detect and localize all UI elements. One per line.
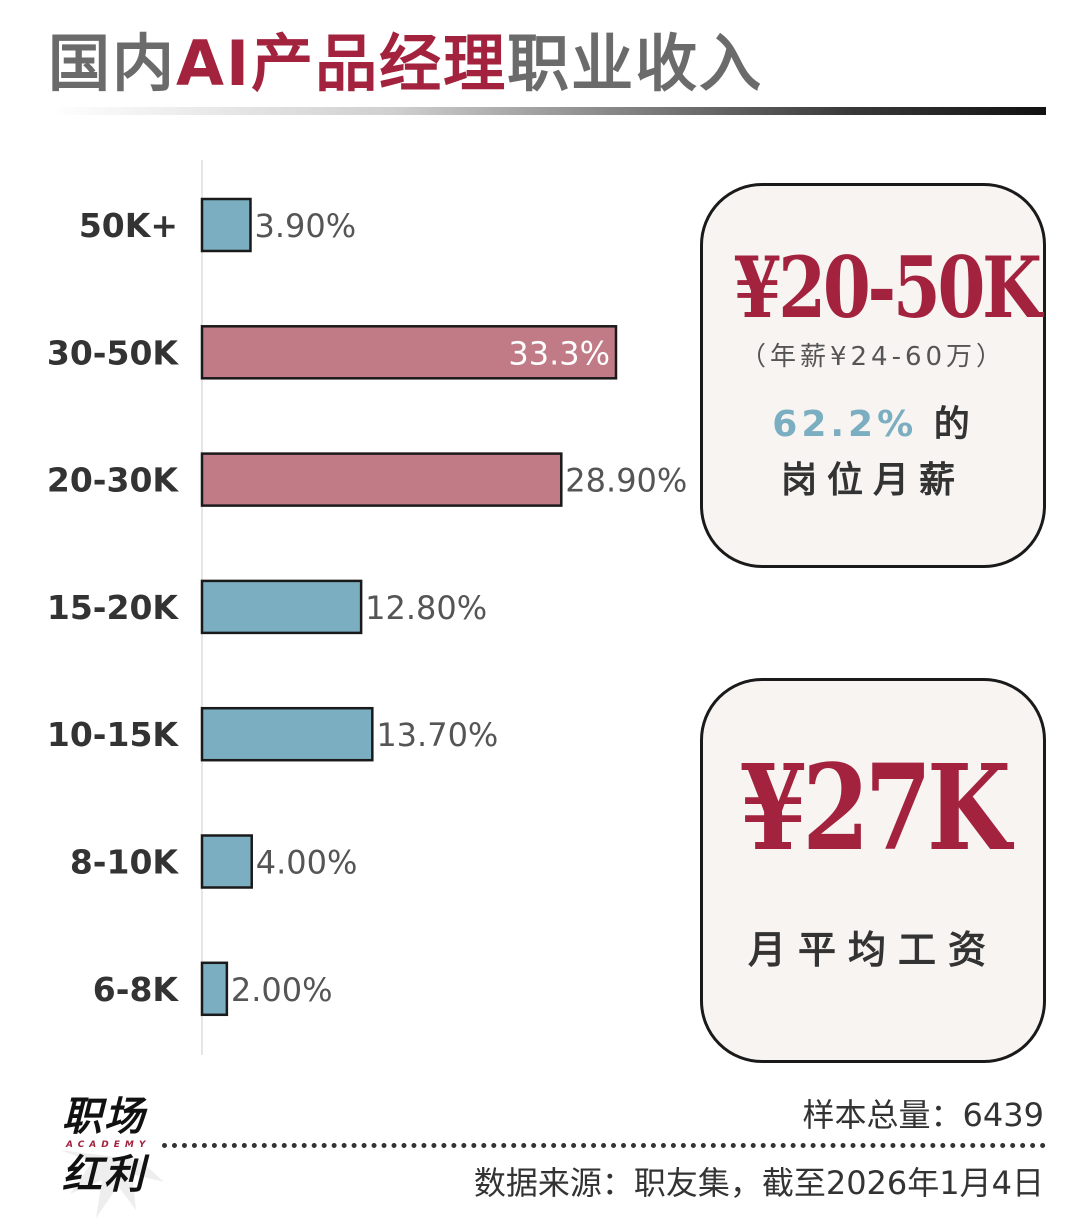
logo-burst-icon	[60, 1150, 164, 1218]
page-title: 国内AI产品经理职业收入	[48, 24, 763, 104]
logo-subtext: ACADEMY	[66, 1140, 151, 1150]
value-label-50K+: 3.90%	[254, 207, 356, 245]
brand-logo: 职场 ACADEMY 红利	[52, 1090, 212, 1218]
annual-salary-note: （年薪¥24-60万）	[739, 342, 1007, 372]
salary-range-value: ¥20-50K	[733, 238, 1042, 337]
category-label-10-15K: 10-15K	[47, 715, 180, 754]
value-label-15-20K: 12.80%	[365, 589, 487, 627]
bar-6-8K	[200, 961, 229, 1017]
title-underline	[48, 107, 1046, 115]
value-label-10-15K: 13.70%	[376, 716, 498, 754]
data-source: 数据来源：职友集，截至2026年1月4日	[473, 1164, 1044, 1202]
category-label-30-50K: 30-50K	[47, 333, 180, 372]
dotted-divider	[162, 1143, 1046, 1148]
value-label-30-50K: 33.3%	[508, 334, 610, 372]
bar-10-15K	[200, 706, 374, 762]
title-part-2: AI产品经理	[176, 27, 508, 100]
share-line: 62.2% 的	[703, 395, 1043, 447]
value-label-8-10K: 4.00%	[256, 844, 358, 882]
bar-15-20K	[200, 579, 363, 635]
value-label-6-8K: 2.00%	[231, 971, 333, 1009]
logo-text-top: 职场	[62, 1094, 146, 1140]
logo-text-bottom: 红利	[62, 1152, 146, 1198]
category-label-6-8K: 6-8K	[93, 970, 180, 1009]
average-salary-value: ¥27K	[739, 738, 1011, 877]
bar-8-10K	[200, 834, 253, 889]
category-label-50K+: 50K+	[79, 206, 178, 245]
title-part-1: 国内	[48, 27, 177, 100]
bar-50K+	[200, 197, 252, 253]
value-label-20-30K: 28.90%	[565, 462, 687, 500]
share-description: 岗位月薪	[780, 460, 965, 501]
average-salary-card: ¥27K 月平均工资	[700, 678, 1046, 1063]
category-label-20-30K: 20-30K	[47, 461, 180, 500]
average-salary-description: 月平均工资	[747, 928, 998, 972]
share-percent: 62.2%	[772, 404, 918, 445]
title-part-3: 职业收入	[507, 27, 764, 100]
category-label-15-20K: 15-20K	[47, 588, 180, 627]
sample-size: 样本总量：6439	[802, 1096, 1044, 1134]
share-suffix: 的	[933, 404, 974, 445]
bar-20-30K	[200, 452, 563, 507]
salary-bar-chart: 50K+ 3.90% 30-50K 33.3% 20-30K 28.90% 15-20K 12…	[47, 160, 687, 1055]
category-label-8-10K: 8-10K	[70, 843, 180, 882]
bar-30-50K	[200, 325, 618, 380]
salary-range-card: ¥20-50K （年薪¥24-60万） 62.2% 的 岗位月薪	[700, 183, 1046, 568]
